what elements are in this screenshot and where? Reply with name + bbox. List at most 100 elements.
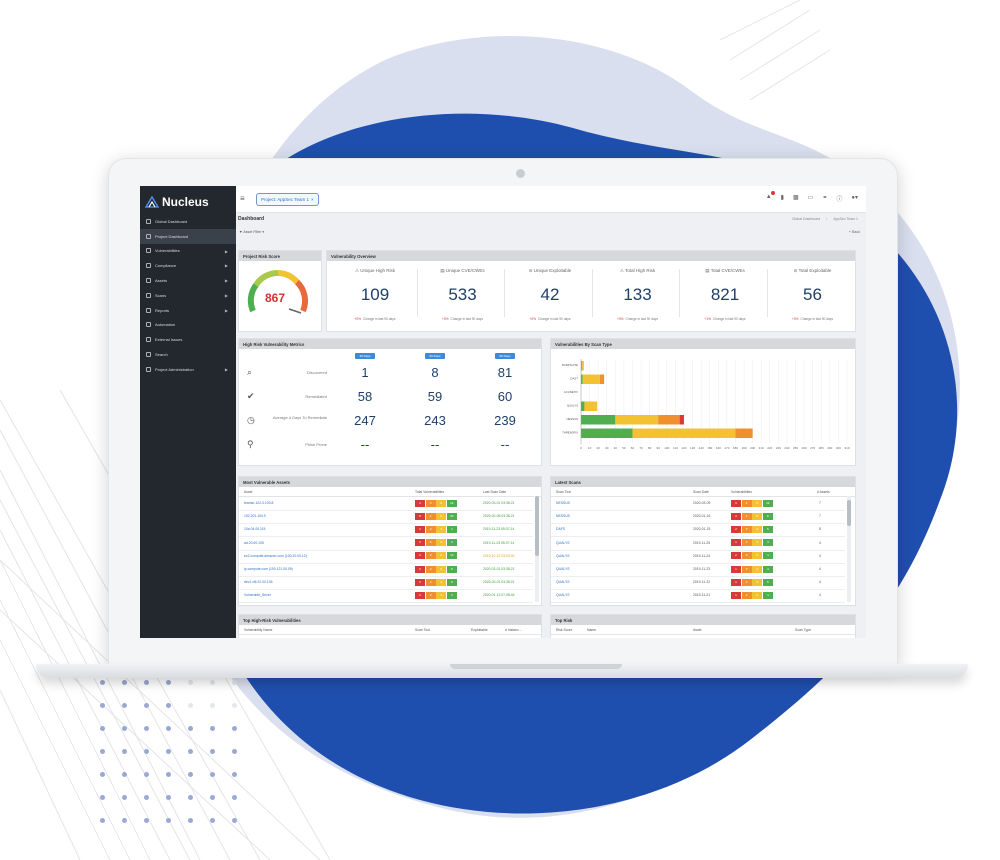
asset-link[interactable]: teamsr-102.0.100.8 bbox=[244, 501, 274, 505]
top-vulns-col-name[interactable]: Vulnerability Name bbox=[244, 628, 273, 632]
crumb-global-dashboard[interactable]: Global Dashboard bbox=[791, 217, 821, 221]
chat-icon[interactable]: ▩ bbox=[792, 195, 799, 201]
bar-segment[interactable] bbox=[581, 428, 633, 439]
top-risk-col-score[interactable]: Risk Score bbox=[556, 628, 573, 632]
severity-counts[interactable]: 3 4 5 12 bbox=[731, 499, 773, 507]
assets-scrollbar[interactable] bbox=[535, 496, 539, 602]
assets-col-total[interactable]: Total Vulnerabilities bbox=[415, 490, 445, 494]
scan-tool-link[interactable]: NESSUS bbox=[556, 501, 570, 505]
user-icon[interactable]: ●▾ bbox=[851, 195, 858, 201]
bar-segment[interactable] bbox=[599, 374, 605, 385]
overview-metric[interactable]: ⚠ Unique High Risk 109 +0% Change in last 9… bbox=[331, 261, 419, 329]
table-row[interactable]: QUALYS 2019-11-24 2 3 3 4 4 bbox=[551, 550, 845, 564]
sidebar-item-reports[interactable]: Reports ▶ bbox=[140, 303, 236, 318]
help-icon[interactable]: ⓘ bbox=[836, 197, 843, 203]
asset-link[interactable]: ec2.compute.amazon.com (100.20.00.12) bbox=[244, 553, 307, 558]
sidebar-item-automation[interactable]: Automation bbox=[140, 318, 236, 333]
table-row[interactable]: QUALYS 2019-11-21 1 2 2 4 4 bbox=[551, 589, 845, 604]
bar-segment[interactable] bbox=[581, 415, 616, 425]
thermometer-icon[interactable]: ▮ bbox=[780, 195, 784, 201]
table-row[interactable]: ad.20.00.105 3 5 2 3 2019-11-23 05:07:14 bbox=[239, 537, 533, 551]
assets-col-asset[interactable]: Asset bbox=[244, 490, 253, 494]
scan-tool-link[interactable]: NESSUS bbox=[556, 514, 570, 519]
asset-link[interactable]: ad.20.00.105 bbox=[244, 540, 264, 545]
table-row[interactable]: QUALYS 2019-11-23 1 3 3 4 4 bbox=[551, 563, 845, 577]
sidebar-item-project-dashboard[interactable]: Project Dashboard bbox=[140, 228, 236, 244]
scan-tool-link[interactable]: QUALYS bbox=[556, 567, 570, 571]
scan-tool-link[interactable]: QUALYS bbox=[556, 580, 570, 585]
bar-segment[interactable] bbox=[615, 415, 659, 425]
overview-metric[interactable]: ⊘ Total Exploitable 56 +0% Change in last 9… bbox=[769, 261, 857, 329]
scans-scrollbar[interactable] bbox=[847, 496, 851, 602]
back-button[interactable]: + Back bbox=[848, 230, 860, 234]
share-icon[interactable]: ⚭ bbox=[822, 195, 828, 201]
sidebar-item-assets[interactable]: Assets ▶ bbox=[140, 273, 236, 288]
sidebar-item-scans[interactable]: Scans ▶ bbox=[140, 288, 236, 303]
sidebar-item-global-dashboard[interactable]: Global Dashboard bbox=[140, 214, 236, 229]
severity-counts[interactable]: 3 3 6 13 bbox=[415, 552, 457, 560]
top-risk-col-scan-type[interactable]: Scan Type bbox=[795, 628, 811, 632]
asset-filter-button[interactable]: ▼ Asset Filter ▾ bbox=[239, 230, 265, 234]
asset-link[interactable]: Vulnerable_Sever bbox=[244, 593, 271, 598]
table-row[interactable]: teamsr-102.0.100.8 4 3 8 12 2020-03-01 03:38:… bbox=[239, 497, 533, 511]
severity-counts[interactable]: 8 4 5 20 bbox=[415, 512, 457, 520]
assets-col-date[interactable]: Last Scan Date bbox=[483, 490, 507, 494]
table-row[interactable]: NESSUS 2020-03-09 3 4 5 12 7 bbox=[551, 497, 845, 511]
scan-tool-link[interactable]: DAFS bbox=[556, 527, 566, 532]
project-clear-icon[interactable]: × bbox=[310, 197, 314, 202]
scans-col-tool[interactable]: Scan Tool bbox=[556, 490, 571, 494]
nucleus-logo[interactable]: Nucleus bbox=[145, 192, 209, 212]
asset-link[interactable]: dev1.vfil.22.00.105 bbox=[244, 580, 273, 585]
bar-segment[interactable] bbox=[582, 374, 600, 385]
scans-col-date[interactable]: Scan Date bbox=[693, 490, 709, 494]
table-row[interactable]: 10a.04.00.115 2 3 3 4 2019-11-23 05:07:14 bbox=[239, 523, 533, 538]
asset-link[interactable]: 10a.04.00.115 bbox=[244, 527, 266, 532]
overview-metric[interactable]: ⊘ Unique Exploitable 42 +0% Change in last … bbox=[506, 261, 594, 329]
bar-segment[interactable] bbox=[584, 401, 598, 412]
top-risk-col-asset[interactable]: Asset bbox=[693, 628, 702, 632]
sidebar-item-project-administration[interactable]: Project Administration ▶ bbox=[140, 362, 236, 377]
overview-metric[interactable]: ▤ Total CVE/CWEs 821 +1% Change in last 90 … bbox=[681, 261, 769, 329]
bar-segment[interactable] bbox=[581, 401, 585, 412]
bar-segment[interactable] bbox=[735, 428, 753, 439]
table-row[interactable]: DAFS 2020-01-15 2 3 4 6 5 bbox=[551, 523, 845, 538]
table-row[interactable]: ip.compute.com (100.121.00.09) 3 3 5 8 2020-0… bbox=[239, 563, 533, 577]
table-row[interactable]: dev1.vfil.22.00.105 3 3 3 8 2020-03-01 03:38:… bbox=[239, 576, 533, 591]
scan-tool-link[interactable]: QUALYS bbox=[556, 553, 570, 558]
sidebar-item-external-issues[interactable]: External Issues bbox=[140, 332, 236, 347]
table-row[interactable]: NESSUS 2020-01-16 3 4 5 9 7 bbox=[551, 510, 845, 525]
project-selector[interactable]: Project: AppSec Team 1 × bbox=[256, 193, 319, 206]
scan-tool-link[interactable]: QUALYS bbox=[556, 540, 570, 545]
sidebar-item-search[interactable]: Search bbox=[140, 347, 236, 362]
bar-segment[interactable] bbox=[581, 361, 583, 371]
document-icon[interactable]: ▭ bbox=[807, 195, 814, 201]
bar-segment[interactable] bbox=[658, 415, 680, 425]
table-row[interactable]: Vulnerable_Sever 3 3 3 3 2020-01-13 07:08:44 bbox=[239, 589, 533, 604]
table-row[interactable]: 192.201.100.9 8 4 5 20 2020-02-05 03:38:21 bbox=[239, 510, 533, 525]
bell-icon[interactable]: ▲ bbox=[766, 191, 775, 203]
table-row[interactable]: ec2.compute.amazon.com (100.20.00.12) 3 3 6… bbox=[239, 550, 533, 564]
bar-segment[interactable] bbox=[581, 361, 582, 371]
top-vulns-col-exploitable[interactable]: Exploitable bbox=[471, 628, 488, 632]
bar-segment[interactable] bbox=[632, 428, 736, 439]
scan-tool-link[interactable]: QUALYS bbox=[556, 593, 570, 598]
bar-segment[interactable] bbox=[582, 361, 584, 371]
top-vulns-col-tool[interactable]: Scan Tool bbox=[415, 628, 430, 632]
bar-segment[interactable] bbox=[581, 374, 583, 385]
overview-metric[interactable]: ▤ Unique CVE/CWEs 533 +0% Change in last 90… bbox=[419, 261, 507, 329]
top-vulns-col-instances[interactable]: # Instanc... bbox=[505, 628, 522, 632]
severity-counts[interactable]: 4 3 8 12 bbox=[415, 499, 457, 507]
crumb-project[interactable]: AppSec Team 1 bbox=[833, 217, 858, 221]
asset-link[interactable]: 192.201.100.9 bbox=[244, 514, 266, 519]
